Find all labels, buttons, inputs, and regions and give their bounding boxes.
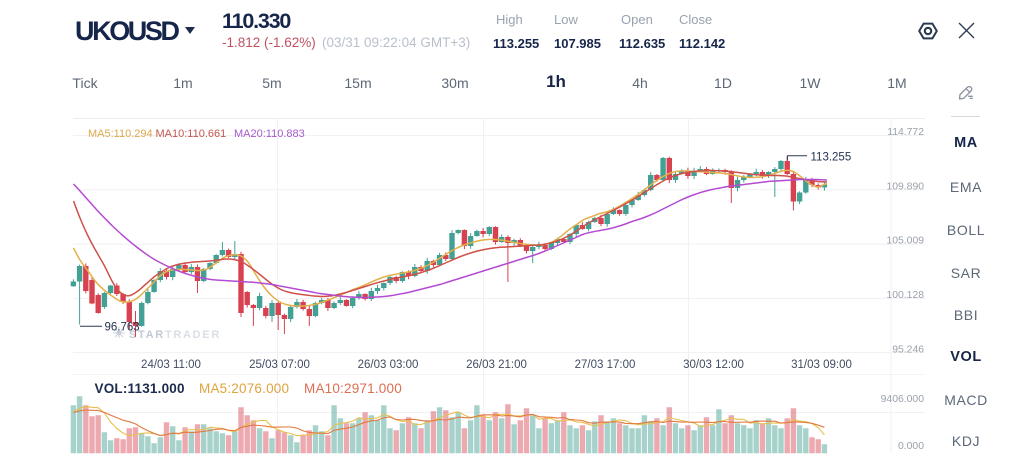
svg-text:105.009: 105.009 — [886, 236, 924, 247]
svg-text:MA10:2971.000: MA10:2971.000 — [304, 381, 402, 396]
svg-text:27/03 17:00: 27/03 17:00 — [575, 359, 636, 371]
svg-text:VOL:1131.000: VOL:1131.000 — [95, 381, 185, 396]
svg-text:MA5:110.294: MA5:110.294 — [88, 128, 153, 140]
svg-text:24/03 11:00: 24/03 11:00 — [141, 359, 201, 371]
svg-text:96.763: 96.763 — [105, 322, 140, 334]
svg-text:31/03 09:00: 31/03 09:00 — [791, 359, 852, 371]
svg-text:26/03 21:00: 26/03 21:00 — [466, 359, 527, 371]
svg-text:114.772: 114.772 — [887, 127, 924, 138]
svg-text:113.255: 113.255 — [811, 151, 852, 163]
svg-text:100.128: 100.128 — [886, 290, 924, 301]
svg-text:95.246: 95.246 — [892, 344, 924, 355]
svg-text:MA10:110.661: MA10:110.661 — [156, 128, 227, 140]
svg-text:MA5:2076.000: MA5:2076.000 — [199, 381, 289, 396]
svg-text:9406.000: 9406.000 — [881, 394, 925, 405]
svg-text:109.890: 109.890 — [886, 181, 924, 192]
svg-text:25/03 07:00: 25/03 07:00 — [249, 359, 310, 371]
svg-text:26/03 03:00: 26/03 03:00 — [358, 359, 419, 371]
svg-text:30/03 12:00: 30/03 12:00 — [683, 359, 744, 371]
svg-text:STARTRADER: STARTRADER — [129, 329, 221, 341]
svg-text:0.000: 0.000 — [898, 441, 924, 452]
svg-text:MA20:110.883: MA20:110.883 — [234, 128, 305, 140]
